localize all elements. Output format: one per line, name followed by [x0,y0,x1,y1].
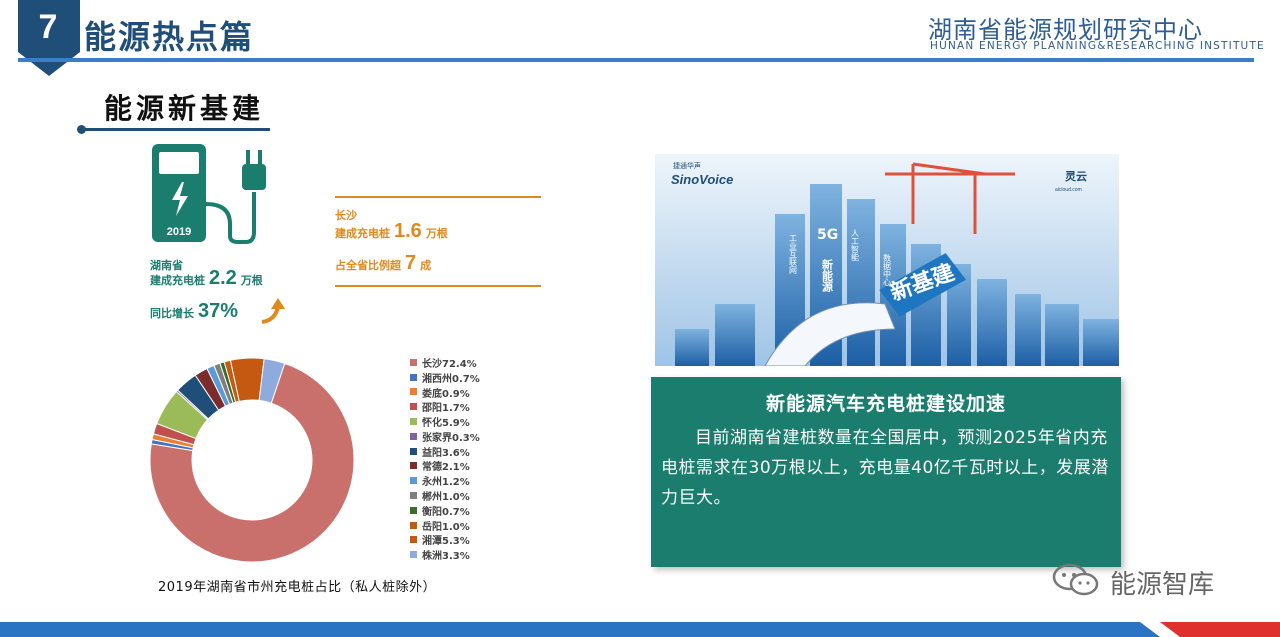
city-stat-bottom-line [335,285,541,287]
chart-legend: 长沙72.4% 湘西州0.7% 娄底0.9% 邵阳1.7% 怀化5.9% 张家界0.3% 益… [410,355,480,562]
photo-tag-datacenter: 数据中心 [883,253,892,286]
new-infrastructure-illustration: 新基建 5G 新能源 工业互联网 人工智能 数据中心 捷通华声 SinoVoic… [655,154,1119,366]
legend-item: 株洲3.3% [410,547,480,562]
growth-value: 37% [198,300,239,322]
legend-label: 常德2.1% [422,462,470,474]
legend-item: 邵阳1.7% [410,399,480,414]
share-prefix: 占全省比例超 [335,259,401,272]
info-box: 新能源汽车充电桩建设加速 目前湖南省建桩数量在全国居中，预测2025年省内充电桩… [651,377,1121,567]
legend-label: 怀化5.9% [422,418,470,430]
share-unit: 成 [420,259,432,272]
legend-swatch [410,418,417,426]
legend-swatch [410,521,417,529]
section-title: 能源新基建 [104,92,265,125]
legend-item: 衡阳0.7% [410,503,480,518]
section-underline-dot [77,125,86,134]
photo-partner: 灵云 [1065,170,1087,183]
donut-slice-0 [149,362,355,563]
charger-year: 2019 [167,226,191,238]
legend-swatch [410,388,417,396]
footer-bar [0,622,1280,637]
legend-swatch [410,551,417,559]
legend-item: 娄底0.9% [410,385,480,400]
growth-stat: 同比增长 37% [150,300,238,323]
legend-swatch [410,492,417,500]
city-stat-top-line [335,196,541,198]
legend-label: 邵阳1.7% [422,403,470,415]
legend-swatch [410,358,417,366]
share-value: 7 [405,252,417,274]
legend-label: 张家界0.3% [422,432,480,444]
growth-label: 同比增长 [150,307,194,320]
legend-swatch [410,432,417,440]
legend-item: 永州1.2% [410,473,480,488]
charging-pile-share-donut-chart [149,357,355,563]
province-stat: 建成充电桩 2.2 万根 [150,267,263,290]
province-label: 湖南省 [150,259,183,272]
photo-tag-5g: 5G [817,227,838,243]
photo-brand-en: SinoVoice [671,172,733,187]
section-underline [80,128,270,131]
section-number: 7 [38,8,58,46]
legend-item: 张家界0.3% [410,429,480,444]
legend-swatch [410,403,417,411]
city-value: 1.6 [394,220,422,242]
legend-item: 岳阳1.0% [410,518,480,533]
city-built-prefix: 建成充电桩 [335,227,390,240]
header-divider [18,58,1254,62]
info-box-body: 目前湖南省建桩数量在全国居中，预测2025年省内充电桩需求在30万根以上，充电量… [661,428,1109,508]
city-label: 长沙 [335,209,357,222]
chart-title: 2019年湖南省市州充电桩占比（私人桩除外） [158,580,437,595]
legend-item: 益阳3.6% [410,444,480,459]
legend-item: 湘潭5.3% [410,533,480,548]
city-unit: 万根 [425,227,448,240]
charging-station-icon: 2019 [152,144,266,244]
legend-item: 湘西州0.7% [410,370,480,385]
legend-item: 怀化5.9% [410,414,480,429]
legend-swatch [410,536,417,544]
legend-label: 株洲3.3% [422,551,470,563]
institute-name-en: HUNAN ENERGY PLANNING&RESEARCHING INSTIT… [930,40,1265,52]
legend-label: 娄底0.9% [422,388,470,400]
legend-item: 常德2.1% [410,459,480,474]
photo-brand-cn: 捷通华声 [673,161,701,170]
legend-label: 永州1.2% [422,477,470,489]
legend-label: 岳阳1.0% [422,521,470,533]
info-box-title: 新能源汽车充电桩建设加速 [765,393,1006,415]
watermark-text: 能源智库 [1110,570,1215,600]
legend-swatch [410,477,417,485]
legend-swatch [410,447,417,455]
photo-tag-energy: 新能源 [821,258,834,293]
legend-label: 益阳3.6% [422,447,470,459]
city-stat: 建成充电桩 1.6 万根 [335,220,448,243]
legend-label: 郴州1.0% [422,492,470,504]
photo-partner-sub: aicloud.com [1055,187,1082,193]
legend-item: 郴州1.0% [410,488,480,503]
wechat-icon [1052,563,1099,596]
photo-tag-ai: 人工智能 [851,229,860,262]
section-number-badge [18,0,80,76]
share-stat: 占全省比例超 7 成 [335,252,431,275]
legend-label: 湘潭5.3% [422,536,470,548]
photo-tag-industrial: 工业互联网 [789,234,798,275]
page-title: 能源热点篇 [84,18,255,56]
legend-swatch [410,373,417,381]
province-value: 2.2 [209,267,237,289]
province-built-prefix: 建成充电桩 [150,274,205,287]
growth-arrow-icon [261,298,285,324]
legend-swatch [410,462,417,470]
legend-swatch [410,506,417,514]
legend-label: 衡阳0.7% [422,506,470,518]
legend-label: 长沙72.4% [422,358,477,370]
legend-label: 湘西州0.7% [422,373,480,385]
donut-slice-13 [258,358,286,404]
institute-name-cn: 湖南省能源规划研究中心 [928,16,1203,44]
province-unit: 万根 [240,274,263,287]
legend-item: 长沙72.4% [410,355,480,370]
